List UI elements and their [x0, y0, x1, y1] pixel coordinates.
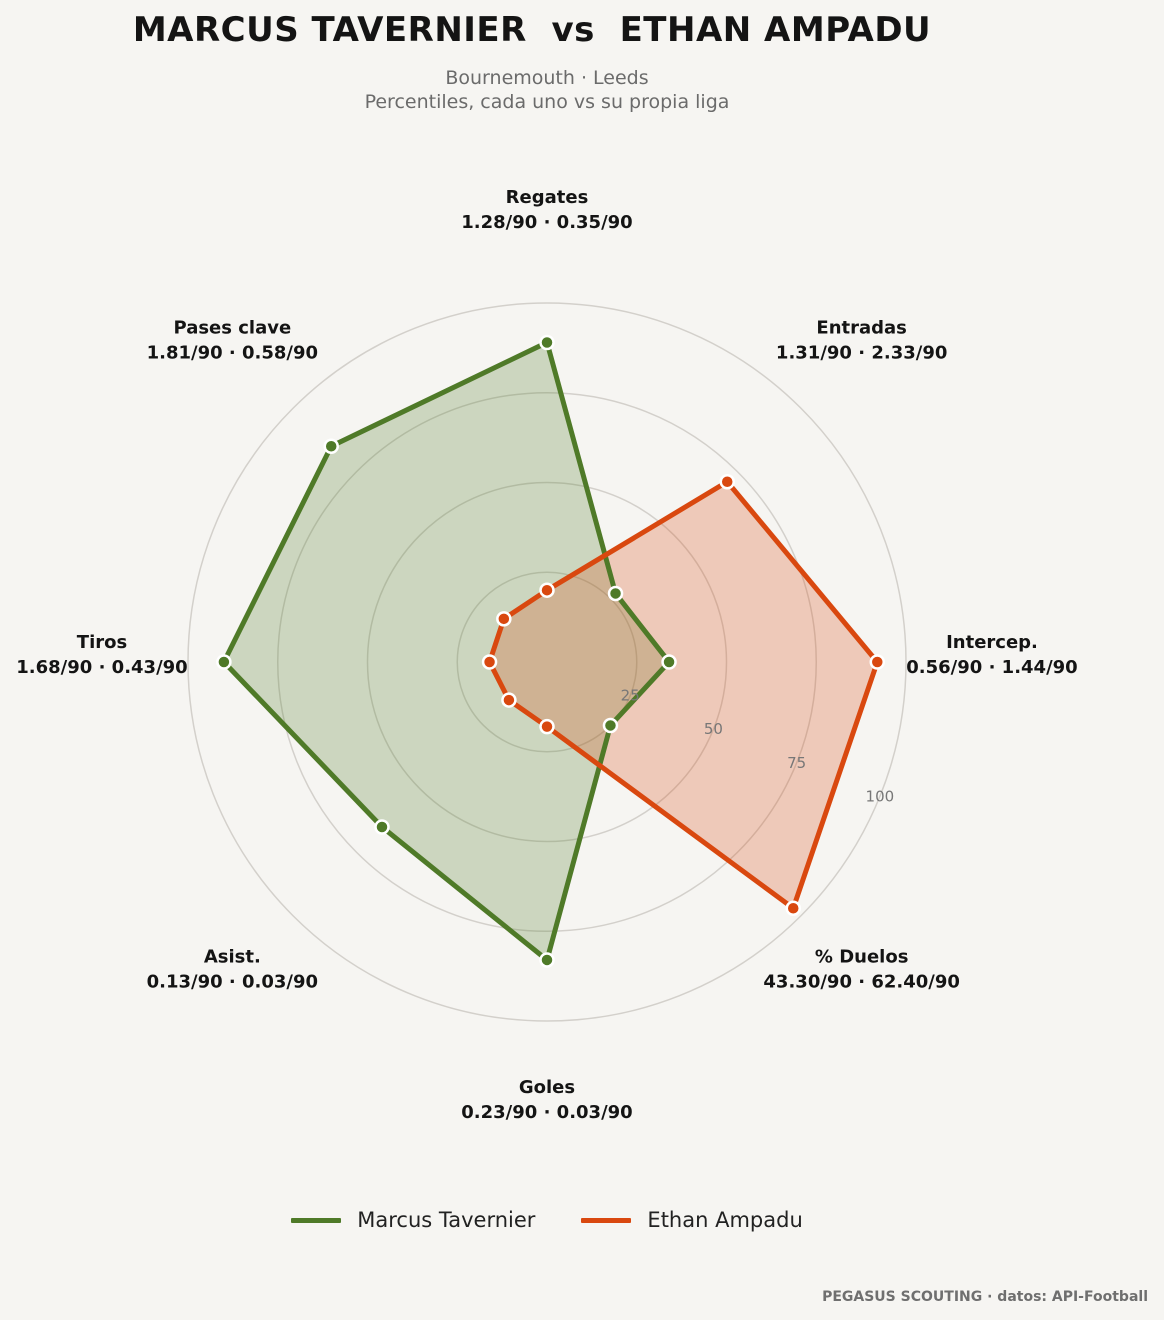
data-point-marcus-tavernier-1 [539, 334, 555, 351]
data-point-ethan-ampadu-7 [481, 654, 498, 670]
data-point-marcus-tavernier-6 [374, 819, 390, 835]
tick-label-50: 50 [704, 720, 723, 738]
grid-circle-50 [366, 481, 728, 843]
tick-label-100: 100 [866, 787, 895, 805]
axis-label-4: % Duelos 43.30/90 · 62.40/90 [763, 947, 960, 993]
chart-title: MARCUS TAVERNIER vs ETHAN AMPADU [132, 10, 932, 50]
axis-label-6: Asist. 0.13/90 · 0.03/90 [147, 947, 318, 993]
chart-subtitle-teams: Bournemouth · Leeds [445, 67, 649, 89]
tick-label-25: 25 [621, 687, 640, 705]
data-point-marcus-tavernier-8 [323, 438, 339, 454]
grid-circle-75 [277, 392, 817, 932]
legend-label-tavernier: Marcus Tavernier [357, 1208, 536, 1232]
legend-item-ampadu: Ethan Ampadu [581, 1208, 803, 1232]
axis-label-5: Goles 0.23/90 · 0.03/90 [461, 1077, 632, 1123]
radar-series [216, 334, 886, 968]
radar-grid [187, 302, 907, 1022]
axis-label-8: Pases clave 1.81/90 · 0.58/90 [147, 317, 318, 363]
series-area-marcus-tavernier [223, 342, 670, 960]
data-point-marcus-tavernier-2 [607, 585, 624, 602]
data-point-ethan-ampadu-6 [501, 692, 517, 708]
data-point-ethan-ampadu-2 [719, 474, 735, 490]
series-area-ethan-ampadu [489, 481, 878, 909]
radar-axis-labels: Regates 1.28/90 · 0.35/90 Entradas 1.31/90 … [16, 187, 1077, 1123]
grid-circle-25 [456, 571, 638, 753]
footer-credit: PEGASUS SCOUTING · datos: API-Football [822, 1289, 1148, 1305]
axis-label-7: Tiros 1.68/90 · 0.43/90 [16, 632, 187, 678]
data-point-ethan-ampadu-5 [539, 718, 555, 735]
legend-swatch-tavernier [291, 1217, 342, 1223]
chart-subtitle-description: Percentiles, cada uno vs su propia liga [364, 91, 730, 113]
data-point-ethan-ampadu-1 [539, 582, 555, 598]
data-point-marcus-tavernier-5 [539, 952, 555, 968]
axis-label-3: Intercep. 0.56/90 · 1.44/90 [906, 632, 1077, 678]
grid-circle-100 [187, 302, 907, 1022]
legend-swatch-ampadu [581, 1217, 632, 1223]
radar-tick-labels: 25 50 75 100 [621, 687, 895, 806]
tick-label-75: 75 [787, 754, 806, 772]
data-point-marcus-tavernier-7 [216, 654, 232, 670]
data-point-ethan-ampadu-3 [869, 654, 886, 670]
data-point-marcus-tavernier-3 [661, 654, 677, 670]
data-point-marcus-tavernier-4 [602, 717, 619, 734]
data-point-ethan-ampadu-4 [785, 900, 801, 916]
legend-item-tavernier: Marcus Tavernier [291, 1208, 535, 1232]
legend-label-ampadu: Ethan Ampadu [647, 1208, 803, 1232]
axis-label-1: Regates 1.28/90 · 0.35/90 [461, 187, 632, 233]
data-point-ethan-ampadu-8 [496, 611, 512, 627]
axis-label-2: Entradas 1.31/90 · 2.33/90 [776, 317, 947, 363]
chart-legend: Marcus Tavernier Ethan Ampadu [0, 1208, 1094, 1232]
